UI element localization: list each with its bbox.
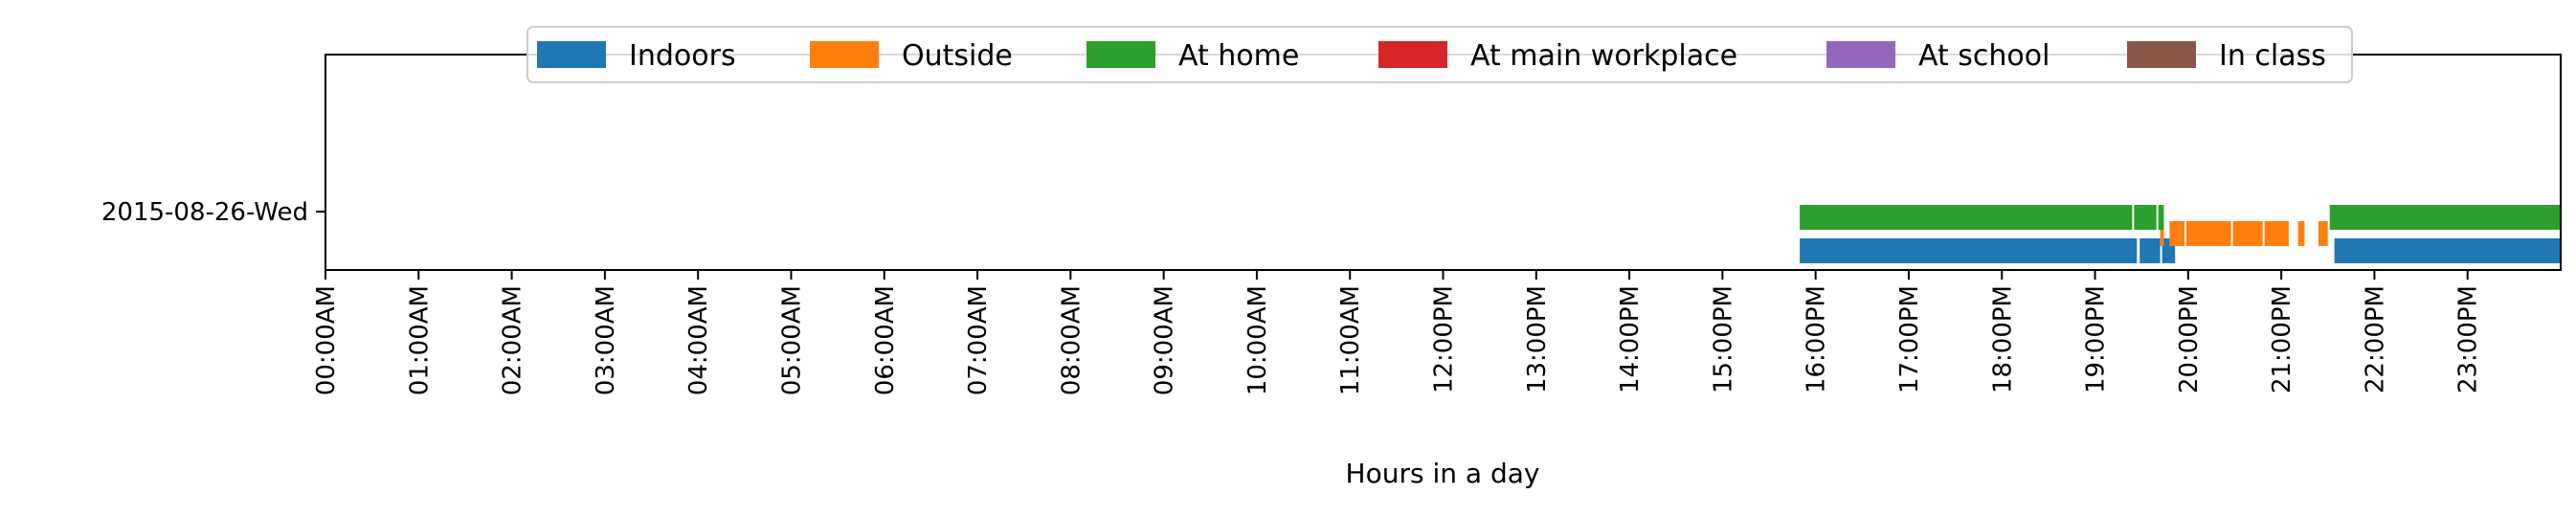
- x-tick-label: 12:00PM: [1430, 285, 1459, 393]
- x-tick-label: 11:00AM: [1336, 285, 1365, 395]
- x-tick-label: 09:00AM: [1151, 285, 1179, 395]
- legend: Indoors Outside At home At main workplace At…: [526, 26, 2353, 83]
- legend-label: At home: [1178, 39, 1299, 73]
- legend-swatch: [537, 41, 606, 68]
- x-tick-label: 16:00PM: [1803, 285, 1831, 393]
- x-tick-label: 00:00AM: [312, 285, 341, 395]
- x-tick-label: 04:00AM: [684, 285, 713, 395]
- x-tick-label: 17:00PM: [1895, 285, 1924, 393]
- activity-bars: [1800, 205, 2560, 263]
- legend-swatch: [2127, 41, 2196, 68]
- x-tick-label: 03:00AM: [592, 285, 620, 395]
- bar-outside-0: [2160, 221, 2164, 246]
- x-tick-label: 05:00AM: [778, 285, 807, 395]
- legend-label: Outside: [902, 39, 1013, 73]
- x-tick-label: 20:00PM: [2175, 285, 2204, 393]
- bar-outside-3: [2232, 221, 2263, 246]
- bar-at-home-1: [2134, 205, 2157, 230]
- legend-swatch: [810, 41, 879, 68]
- x-tick-label: 18:00PM: [1988, 285, 2017, 393]
- bar-indoors-0: [1800, 238, 2138, 263]
- x-axis: 00:00AM 01:00AM 02:00AM 03:00AM 04:00AM 05:00…: [312, 270, 2483, 395]
- x-tick-label: 08:00AM: [1057, 285, 1086, 395]
- legend-swatch: [1826, 41, 1895, 68]
- x-tick-label: 14:00PM: [1616, 285, 1645, 393]
- bar-indoors-1: [2139, 238, 2161, 263]
- x-tick-label: 19:00PM: [2082, 285, 2111, 393]
- bar-at-home-3: [2329, 205, 2560, 230]
- x-tick-label: 13:00PM: [1523, 285, 1552, 393]
- x-tick-label: 21:00PM: [2268, 285, 2296, 393]
- legend-swatch: [1086, 41, 1155, 68]
- legend-label: Indoors: [629, 39, 736, 73]
- x-tick-label: 23:00PM: [2454, 285, 2483, 393]
- x-tick-label: 02:00AM: [499, 285, 527, 395]
- x-axis-title: Hours in a day: [1346, 458, 1540, 489]
- bar-outside-2: [2185, 221, 2231, 246]
- bar-at-home-0: [1800, 205, 2133, 230]
- x-tick-label: 01:00AM: [405, 285, 434, 395]
- bar-outside-5: [2297, 221, 2305, 246]
- bar-at-home-2: [2158, 205, 2164, 230]
- legend-label: At main workplace: [1470, 39, 1737, 73]
- x-tick-label: 22:00PM: [2361, 285, 2389, 393]
- y-tick-label: 2015-08-26-Wed: [101, 198, 308, 227]
- x-tick-label: 10:00AM: [1243, 285, 1272, 395]
- y-axis: 2015-08-26-Wed: [101, 198, 325, 227]
- bar-outside-6: [2318, 221, 2328, 246]
- x-tick-label: 15:00PM: [1709, 285, 1737, 393]
- x-tick-label: 06:00AM: [871, 285, 900, 395]
- legend-label: In class: [2219, 39, 2326, 73]
- legend-swatch: [1378, 41, 1447, 68]
- bar-outside-1: [2169, 221, 2184, 246]
- legend-label: At school: [1918, 39, 2050, 73]
- bar-indoors-3: [2334, 238, 2560, 263]
- x-tick-label: 07:00AM: [964, 285, 993, 395]
- bar-outside-4: [2264, 221, 2289, 246]
